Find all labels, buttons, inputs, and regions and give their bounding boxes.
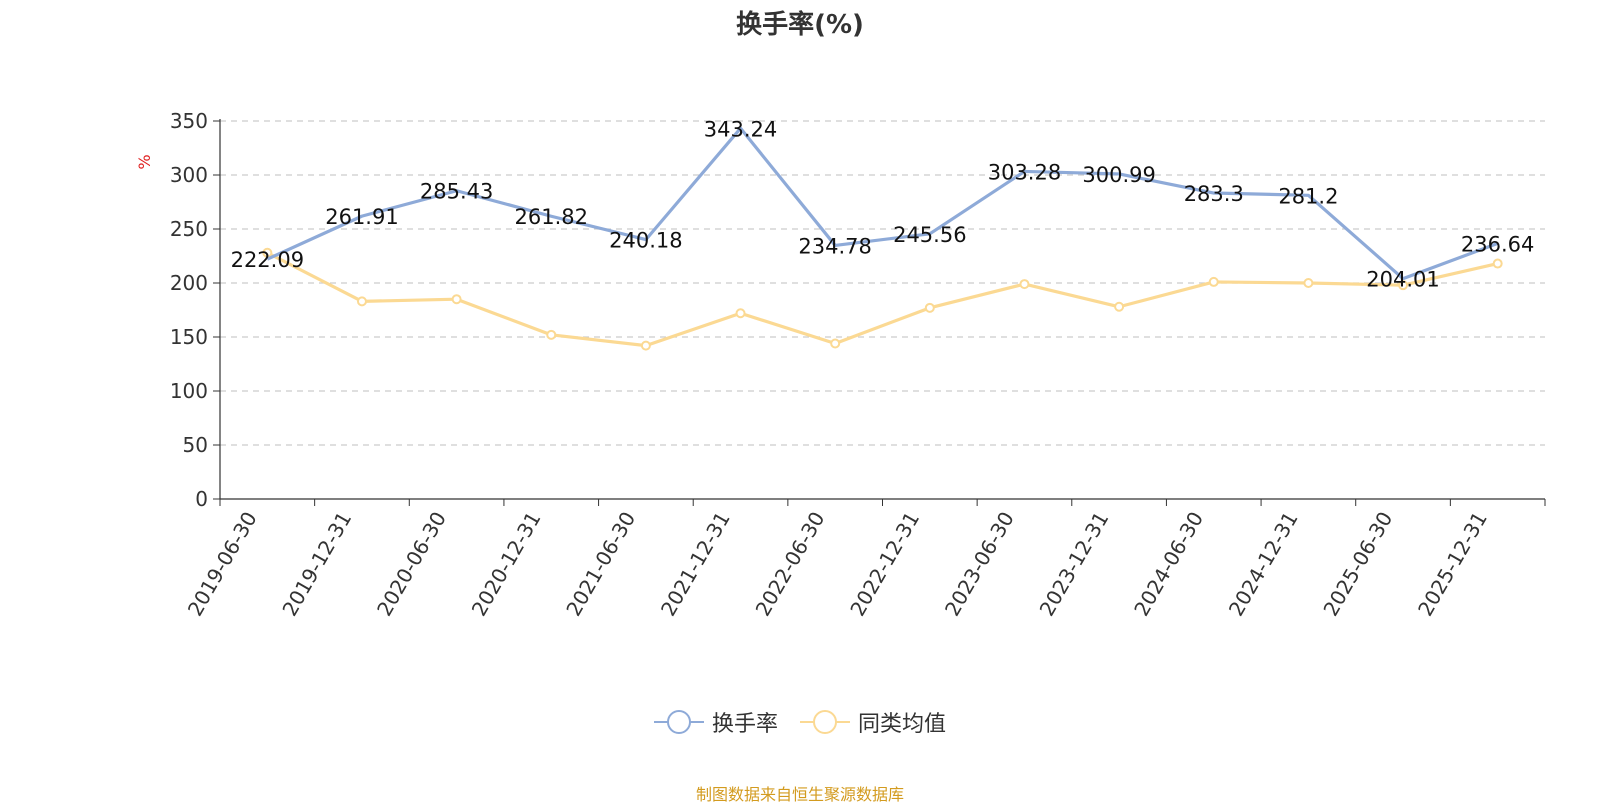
chart-title: 换手率(%) (736, 10, 864, 40)
y-tick-label: 50 (183, 433, 208, 457)
data-label: 261.91 (325, 205, 398, 229)
data-label: 300.99 (1082, 163, 1155, 187)
series-line-1 (266, 251, 1499, 348)
legend-marker-turnover (653, 710, 704, 734)
data-point (1492, 258, 1503, 269)
legend-label-turnover: 换手率 (711, 712, 778, 737)
y-tick-label: 100 (170, 379, 208, 403)
data-point (924, 302, 935, 313)
y-tick-label: 0 (195, 487, 208, 511)
data-label: 245.56 (893, 223, 966, 247)
x-tick-label: 2022-12-31 (845, 508, 924, 621)
legend-item-peer-average[interactable]: 同类均值 (800, 706, 946, 738)
x-tick-label: 2025-06-30 (1318, 508, 1397, 621)
data-point (735, 308, 746, 319)
y-tick-label: 300 (170, 163, 208, 187)
x-tick-label: 2022-06-30 (751, 508, 830, 621)
data-label: 234.78 (798, 234, 871, 258)
data-point (546, 329, 557, 340)
y-tick-label: 350 (170, 109, 208, 133)
data-label: 303.28 (988, 160, 1061, 184)
y-tick-label: 250 (170, 217, 208, 241)
data-point (451, 294, 462, 305)
x-tick-label: 2019-06-30 (183, 508, 262, 621)
x-tick-label: 2023-06-30 (940, 508, 1019, 621)
x-tick-label: 2025-12-31 (1413, 508, 1492, 621)
data-point (262, 247, 273, 258)
data-label: 222.09 (231, 248, 304, 272)
x-tick-label: 2024-06-30 (1129, 508, 1208, 621)
legend-label-peer-average: 同类均值 (858, 712, 947, 737)
data-label: 204.01 (1366, 268, 1439, 292)
data-label: 261.82 (515, 205, 588, 229)
data-point (1208, 276, 1219, 287)
data-label: 343.24 (704, 117, 777, 141)
data-point (356, 296, 367, 307)
data-label: 240.18 (609, 229, 682, 253)
data-label: 281.2 (1278, 184, 1338, 208)
data-point (1398, 280, 1409, 291)
y-tick-label: 200 (170, 271, 208, 295)
data-point (1019, 279, 1030, 290)
series-line-0 (266, 126, 1499, 281)
y-tick-label: 150 (170, 325, 208, 349)
legend: 换手率 同类均值 (0, 706, 1600, 738)
legend-item-turnover[interactable]: 换手率 (653, 706, 778, 738)
x-tick-label: 2021-12-31 (656, 508, 735, 621)
x-tick-label: 2021-06-30 (561, 508, 640, 621)
data-label: 285.43 (420, 180, 493, 204)
x-tick-label: 2019-12-31 (277, 508, 356, 621)
x-tick-label: 2020-12-31 (467, 508, 546, 621)
y-axis-label: % (135, 154, 154, 169)
x-tick-label: 2023-12-31 (1035, 508, 1114, 621)
legend-marker-peer-average (800, 710, 850, 734)
data-point (830, 338, 841, 349)
source-note: 制图数据来自恒生聚源数据库 (695, 785, 904, 804)
data-point (640, 340, 651, 351)
data-label: 283.3 (1184, 182, 1244, 206)
data-label: 236.64 (1461, 232, 1534, 256)
data-point (1303, 278, 1314, 288)
data-point (1114, 301, 1125, 312)
x-tick-label: 2020-06-30 (372, 508, 451, 621)
x-tick-label: 2024-12-31 (1224, 508, 1303, 621)
